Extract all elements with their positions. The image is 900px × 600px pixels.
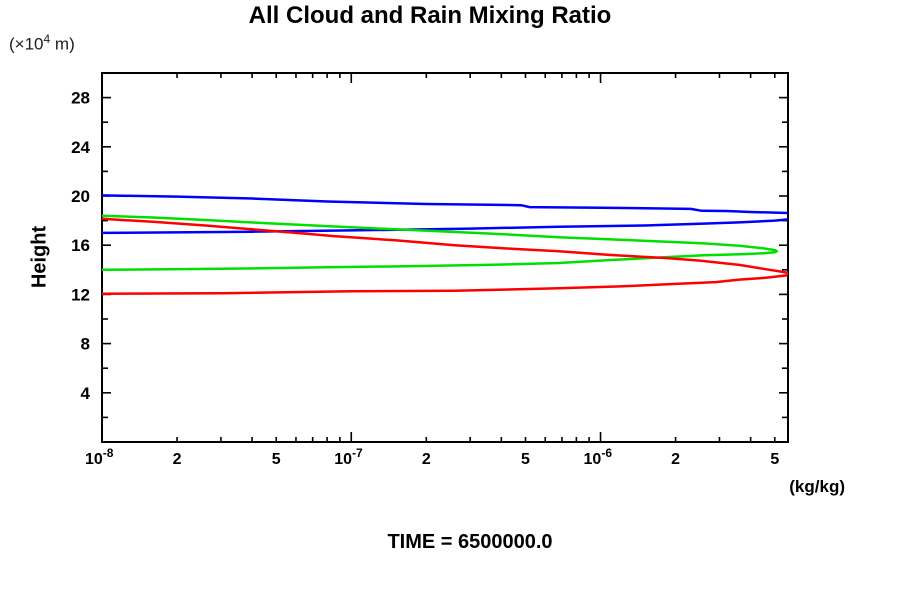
blue-profile-curve: [101, 194, 789, 215]
red-profile-curve: [101, 217, 789, 275]
x-tick-label: 10-7: [334, 446, 363, 468]
y-tick-label: 20: [71, 187, 90, 206]
y-axis-unit-label: (×104 m): [9, 32, 75, 55]
y-unit-exponent: 4: [43, 32, 51, 46]
y-tick-labels: 4 8 12 16 20 24 28: [71, 89, 90, 403]
y-unit-prefix: (×10: [9, 34, 44, 54]
x-tick-label: 2: [671, 451, 680, 468]
y-tick-label: 8: [81, 335, 90, 354]
plot-border: [101, 72, 789, 443]
x-tick-label: 5: [272, 451, 281, 468]
x-axis-unit-label: (kg/kg): [789, 477, 845, 496]
green-profile-curve: [101, 214, 779, 272]
y-tick-label: 16: [71, 236, 90, 255]
y-tick-label: 28: [71, 89, 90, 108]
x-tick-label: 5: [770, 451, 779, 468]
y-unit-suffix: m): [50, 34, 75, 54]
x-ticks: [101, 73, 776, 442]
x-tick-label: 2: [422, 451, 431, 468]
x-tick-label: 2: [173, 451, 182, 468]
red-profile-curve: [101, 274, 789, 296]
y-tick-label: 4: [81, 384, 91, 403]
y-tick-label: 24: [71, 138, 90, 157]
blue-profile-curve: [101, 218, 789, 235]
time-annotation: TIME = 6500000.0: [387, 531, 553, 553]
x-tick-label: 10-8: [85, 446, 114, 468]
x-tick-label: 5: [521, 451, 530, 468]
x-tick-labels: 10-8 2 5 10-7 2 5 10-6 2 5: [85, 446, 779, 468]
x-tick-label: 10-6: [584, 446, 613, 468]
y-tick-label: 12: [71, 285, 90, 304]
chart-title: All Cloud and Rain Mixing Ratio: [248, 2, 612, 29]
